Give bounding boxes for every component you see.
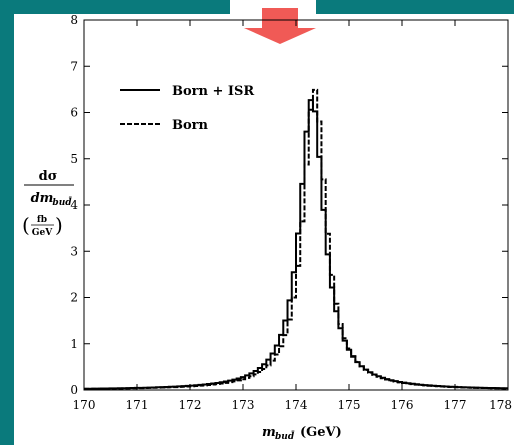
legend-label-born: Born [172,118,209,133]
x-tick-label: 173 [232,398,255,412]
x-tick-label: 175 [338,398,361,412]
series-line-born [84,88,508,390]
x-tick-label: 172 [179,398,202,412]
series-line-born-isr [84,99,508,390]
y-label-denominator: dm [31,191,54,206]
y-tick-label: 7 [70,59,78,73]
y-tick-label: 0 [70,383,78,397]
down-arrow-icon [244,8,316,44]
y-tick-label: 6 [70,106,78,120]
y-tick-label: 8 [70,13,78,27]
x-label-unit: (GeV) [300,425,342,440]
y-label-numerator: dσ [39,169,58,184]
y-tick-label: 5 [70,152,78,166]
x-tick-label: 176 [391,398,414,412]
y-label-unit-denominator: GeV [32,228,53,238]
x-label-main: m [262,425,276,440]
legend: Born + ISR Born [120,84,254,133]
y-tick-label: 4 [70,198,78,212]
svg-text:): ) [55,213,63,237]
x-tick-label: 177 [444,398,467,412]
y-label-denominator-sub: bud̄ [52,196,72,208]
x-axis-label: m bud̄ (GeV) [262,425,342,442]
series-layer [84,88,508,390]
y-tick-label: 3 [70,244,78,258]
legend-label-born-isr: Born + ISR [172,84,254,99]
x-tick-label: 170 [73,398,96,412]
x-tick-label: 178 [489,398,512,412]
x-tick-label: 174 [285,398,308,412]
y-axis-label: dσ dm bud̄ ( fb GeV ) [22,169,74,238]
plot-area [83,19,509,391]
y-axis-ticks: 0 1 2 3 4 5 6 7 8 [70,13,508,397]
x-axis-ticks: 170 171 172 173 174 175 176 177 178 [73,20,512,412]
x-label-sub: bud̄ [275,430,295,442]
svg-text:(: ( [22,213,30,237]
y-tick-label: 1 [70,337,78,351]
chart-panel [14,14,514,445]
y-label-unit-numerator: fb [37,215,47,225]
y-tick-label: 2 [70,291,78,305]
x-tick-label: 171 [126,398,149,412]
